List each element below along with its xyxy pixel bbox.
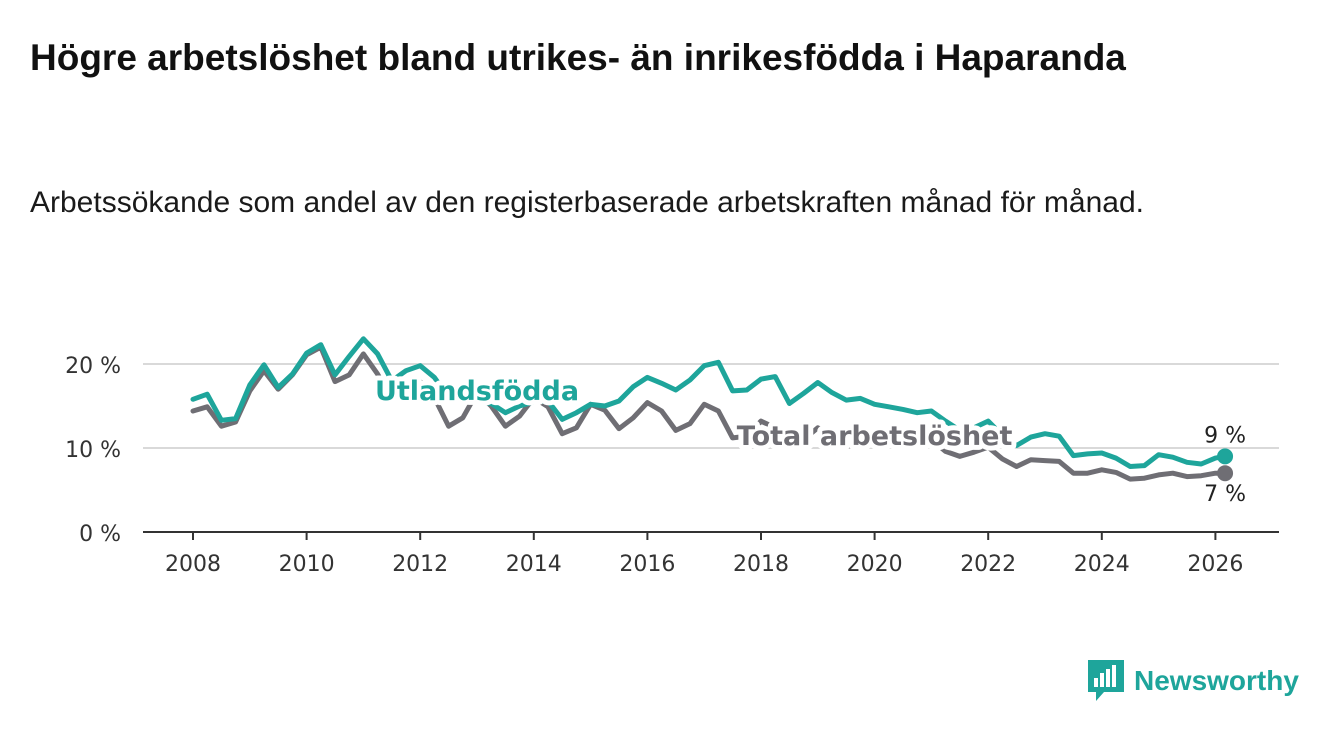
series-labels: Utlandsfödda Total arbetslöshet 9 % 7 % xyxy=(370,371,1249,510)
chart-title: Högre arbetslöshet bland utrikes- än inr… xyxy=(30,37,1126,78)
end-label-utlandsfodda: 9 % xyxy=(1204,423,1246,448)
series-label-utlandsfodda: Utlandsfödda xyxy=(375,376,579,407)
x-tick-label-2012: 2012 xyxy=(392,552,448,577)
x-tick-label-2008: 2008 xyxy=(165,552,221,577)
x-tick-label-2016: 2016 xyxy=(619,552,675,577)
x-axis: 2008 2010 2012 2014 2016 2018 2020 2022 2024 2026 xyxy=(143,531,1279,577)
series-lines xyxy=(190,336,1234,482)
series-label-total: Total arbetslöshet xyxy=(737,421,1013,452)
x-tick-label-2014: 2014 xyxy=(506,552,562,577)
newsworthy-logo: Newsworthy xyxy=(1088,660,1299,702)
series-line-total xyxy=(190,344,1228,482)
y-axis: 0 % 10 % 20 % xyxy=(65,354,121,547)
end-point-total xyxy=(1217,465,1234,482)
x-tick-label-2018: 2018 xyxy=(733,552,789,577)
x-tick-label-2026: 2026 xyxy=(1187,552,1243,577)
x-tick-label-2020: 2020 xyxy=(847,552,903,577)
y-tick-label-20: 20 % xyxy=(65,354,121,379)
x-tick-label-2010: 2010 xyxy=(279,552,335,577)
brand-name: Newsworthy xyxy=(1134,665,1299,696)
y-tick-label-0: 0 % xyxy=(79,522,121,547)
end-label-total: 7 % xyxy=(1204,482,1246,507)
chart-subtitle: Arbetssökande som andel av den registerb… xyxy=(30,186,1144,219)
x-tick-label-2022: 2022 xyxy=(960,552,1016,577)
x-tick-label-2024: 2024 xyxy=(1074,552,1130,577)
end-point-utlandsfodda xyxy=(1217,448,1234,465)
y-tick-label-10: 10 % xyxy=(65,438,121,463)
series-line-utlandsfodda xyxy=(190,336,1228,469)
newsworthy-icon xyxy=(1088,660,1124,701)
